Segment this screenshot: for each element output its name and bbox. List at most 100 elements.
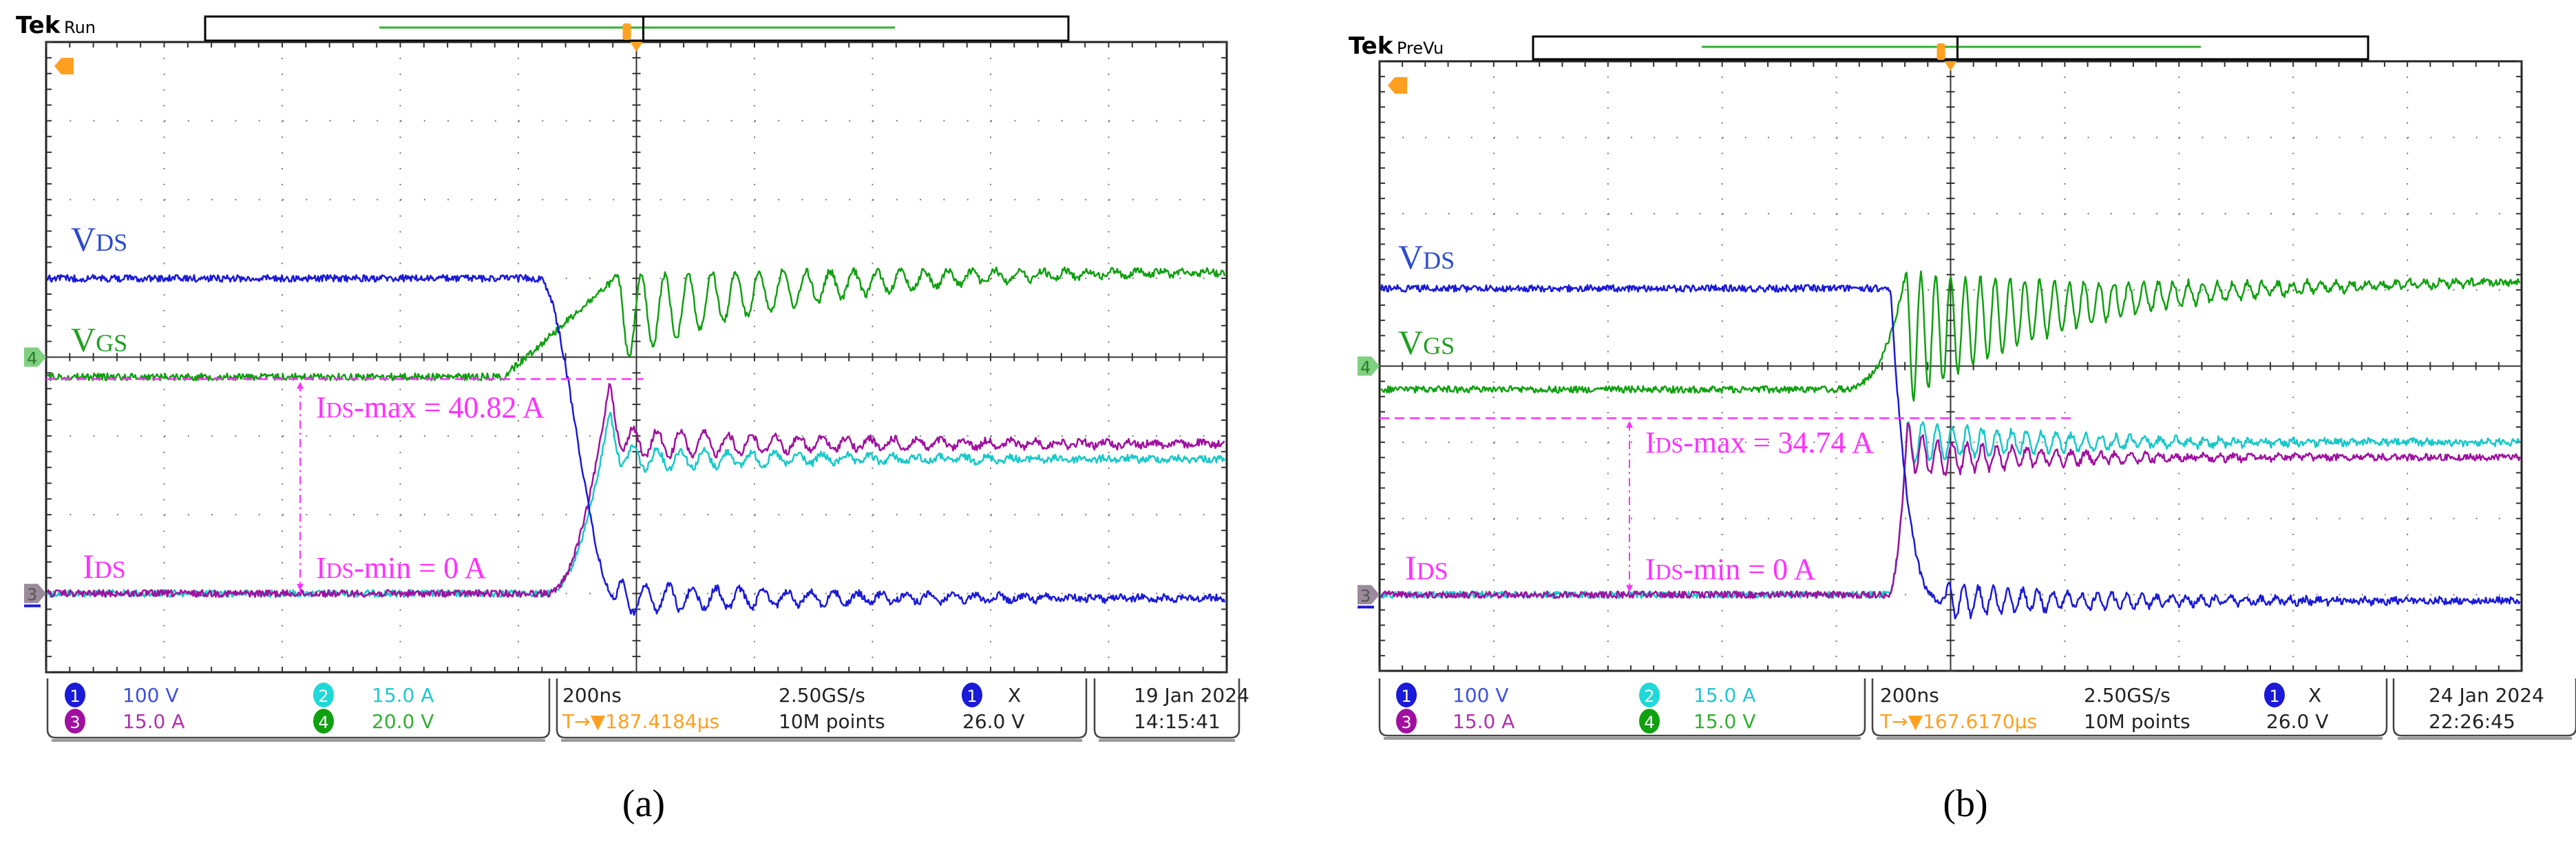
annotation-ids-max-main: I [316,391,326,424]
trigger-source-badge-label: 1 [967,687,977,706]
graticule [1378,60,2523,672]
trigger-position-icon [630,42,643,52]
annotation-ids-min: IDS-min = 0 A [316,551,487,585]
label-vds: VDS [1398,238,1455,276]
acquisition-status: PreVu [1397,39,1444,58]
ch2-badge [313,683,334,707]
trigger-source-badge [2264,683,2285,707]
date: 19 Jan 2024 [1134,684,1249,707]
timebase: 200ns [1880,684,1939,707]
ch4-badge-label: 4 [1644,713,1654,732]
time: 22:26:45 [2429,710,2515,733]
annotation-ids-max: IDS-max = 34.74 A [1645,426,1874,459]
ch3-badge-label: 3 [1401,713,1411,732]
ch2-badge [1639,683,1660,707]
ch1-ground-marker [24,604,41,608]
trigger-delay: T→▼167.6170µs [1879,710,2037,733]
readout-box-1 [1378,678,1866,737]
label-vgs-main: V [71,320,96,359]
record-trigger-marker [1936,43,1945,60]
brand-logo: Tek [1349,32,1394,60]
trigger-source-badge-label: 1 [2269,687,2279,706]
ch3-scale: 15.0 A [1453,710,1514,733]
label-vgs: VGS [1398,323,1455,362]
label-vgs-sub: GS [1423,332,1455,360]
ch2-scale: 15.0 A [372,684,434,707]
trace-ch2-current [1380,421,2521,599]
label-ids-main: I [1405,548,1417,587]
label-vds-main: V [1398,238,1423,276]
timebase: 200ns [562,684,622,707]
ch1-badge-label: 1 [70,687,80,706]
trace-ids [46,382,1225,599]
ch3-ground-marker [1358,585,1380,605]
label-ids-main: I [83,547,94,585]
arrow-head-icon [1626,421,1633,428]
ch2-badge-label: 2 [318,687,328,706]
label-ids: IDS [83,547,126,585]
readout-box-1 [46,678,551,739]
arrow-head-icon [1626,585,1633,592]
sample-rate: 2.50GS/s [2084,684,2171,707]
ch2-badge-label: 2 [1644,687,1654,706]
ch4-ground-marker [1358,356,1380,376]
trace-vgs [1380,270,2521,402]
annotation-ids-min-sub: DS [326,559,355,583]
ch3-marker-label: 3 [27,585,37,605]
annotation-ids-min-main: I [1645,552,1656,586]
brand-logo: Tek [16,12,61,39]
readout-box-3 [1093,678,1241,739]
annotation-ids-min-value: -min = 0 A [354,551,486,585]
label-vgs-sub: GS [96,329,127,357]
label-vgs: VGS [71,320,127,359]
annotation-ids-max-main: I [1645,426,1656,459]
ch1-ground-marker [1358,605,1374,609]
ch1-badge [1396,683,1417,707]
ch4-ground-marker [24,347,46,367]
record-length: 10M points [2084,710,2190,733]
trigger-level: 26.0 V [962,710,1024,733]
annotation-ids-max-value: -max = 34.74 A [1683,426,1874,459]
readout-box-2 [556,678,1088,739]
annotation-ids-min-value: -min = 0 A [1683,552,1815,586]
annotation-ids-max-sub: DS [1656,433,1684,457]
annotation-ids-min: IDS-min = 0 A [1645,552,1816,586]
readout-box-3 [2392,678,2576,737]
graticule [45,41,1228,674]
trace-vgs [47,266,1226,382]
ch1-scale: 100 V [123,684,179,707]
annotation-ids-min-sub: DS [1656,560,1684,584]
label-vgs-main: V [1398,323,1423,362]
ch3-badge [1396,709,1417,734]
label-vds-sub: DS [96,229,127,256]
ch4-marker-label: 4 [1360,358,1371,377]
annotation-ids-min-main: I [316,551,326,585]
trigger-level-icon [54,58,74,74]
record-view-bar [204,15,1070,42]
ch1-badge-label: 1 [1401,687,1411,706]
ch1-badge [65,683,85,707]
arrow-head-icon [297,382,304,389]
annotation-ids-max: IDS-max = 40.82 A [316,391,545,424]
ch3-marker-label: 3 [1360,586,1371,605]
readout-box-2 [1871,678,2388,737]
trace-vds [46,273,1226,616]
panel-caption: (b) [1943,782,1987,825]
date: 24 Jan 2024 [2429,684,2544,707]
ch2-scale: 15.0 A [1693,684,1755,707]
ch4-scale: 15.0 V [1693,710,1755,733]
record-length: 10M points [779,710,885,733]
trace-vds [1380,284,2521,620]
ch3-badge-label: 3 [70,713,80,732]
ch3-badge [65,709,85,734]
trigger-slope: Χ [2308,684,2321,707]
label-vds-main: V [71,220,96,258]
acquisition-status: Run [64,18,96,37]
label-ids-sub: DS [1417,557,1448,585]
trigger-position-icon [1944,61,1957,71]
ch3-ground-marker [24,583,46,603]
arrow-head-icon [297,583,304,591]
ch4-badge [1639,709,1660,734]
